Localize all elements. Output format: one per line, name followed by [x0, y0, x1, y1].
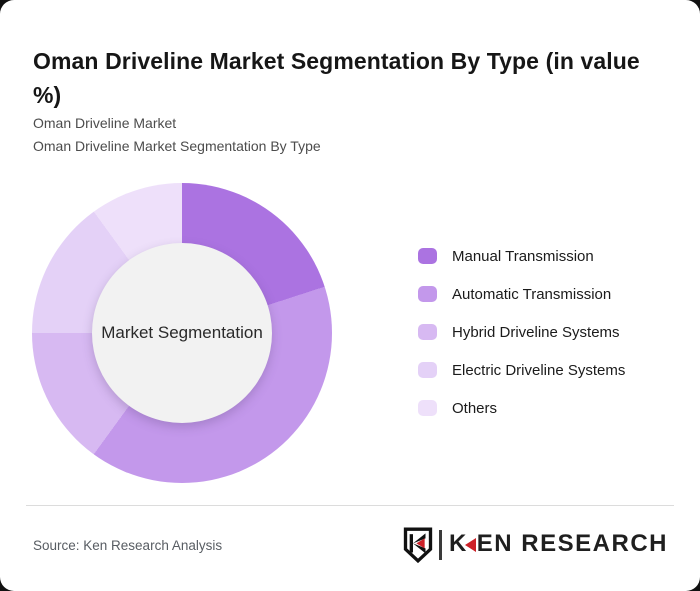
legend-label: Others — [452, 399, 498, 417]
legend-swatch — [418, 362, 437, 378]
legend-item: Manual Transmission — [418, 247, 625, 265]
legend-item: Electric Driveline Systems — [418, 361, 626, 379]
legend-label: Manual Transmission — [452, 247, 594, 265]
page-title: Oman Driveline Market Segmentation By Ty… — [33, 48, 640, 109]
logo-separator — [438, 530, 442, 560]
chart-legend: Manual Transmission Automatic Transmissi… — [418, 247, 626, 417]
ken-research-logo: K EN RESEARCH — [403, 527, 668, 563]
legend-item: Hybrid Driveline Systems — [418, 323, 625, 341]
donut-hole: Market Segmentation — [92, 243, 272, 423]
legend-label: Electric Driveline Systems — [452, 361, 626, 379]
source-text: Source: Ken Research Analysis — [33, 538, 223, 553]
legend-swatch — [418, 248, 437, 264]
logo-text-k: K — [448, 530, 468, 557]
legend-swatch — [418, 400, 437, 416]
legend-swatch — [418, 324, 437, 340]
logo-text: K EN RESEARCH — [449, 530, 668, 558]
donut-chart: Market Segmentation — [32, 183, 332, 483]
donut-center-label: Market Segmentation — [101, 323, 263, 342]
subtitle-line-2: Oman Driveline Market Segmentation By Ty… — [33, 138, 321, 154]
logo-shield-icon — [403, 527, 433, 563]
logo-text-rest: EN RESEARCH — [476, 530, 668, 557]
legend-swatch — [418, 286, 437, 302]
subtitle-line-1: Oman Driveline Market — [33, 115, 177, 131]
legend-label: Automatic Transmission — [452, 285, 612, 303]
logo-accent-triangle-icon — [464, 538, 476, 552]
chart-subtitle: Oman Driveline Market Oman Driveline Mar… — [33, 112, 321, 158]
legend-item: Others — [418, 399, 625, 417]
legend-label: Hybrid Driveline Systems — [452, 323, 620, 341]
footer-divider — [26, 505, 674, 506]
legend-item: Automatic Transmission — [418, 285, 625, 303]
